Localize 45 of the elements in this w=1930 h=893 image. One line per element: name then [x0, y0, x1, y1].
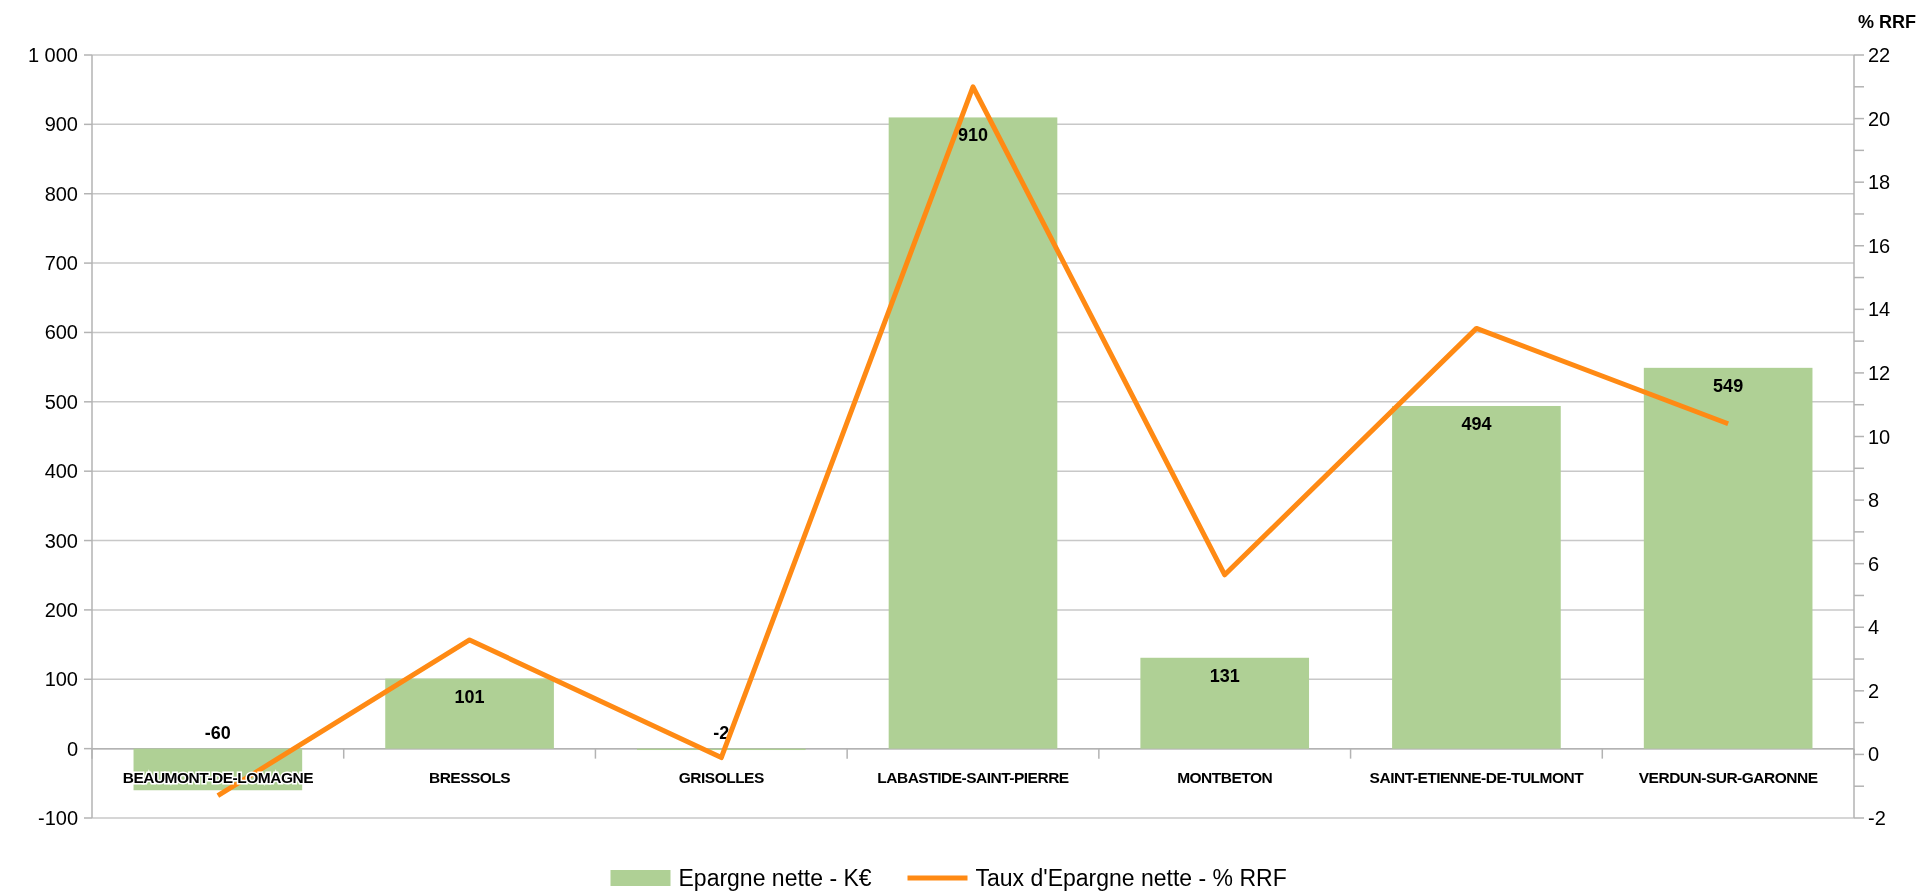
y-tick-label: 900: [44, 113, 78, 136]
bar: [385, 678, 554, 749]
legend-label: Epargne nette - K€: [678, 865, 872, 891]
y2-tick-label: 8: [1868, 489, 1880, 512]
y2-tick-label: 16: [1868, 234, 1891, 257]
y-tick-label: 700: [44, 252, 78, 275]
y2-tick-label: 20: [1868, 107, 1891, 130]
y-tick-label: 300: [44, 529, 78, 552]
y2-axis-title: % RRF: [1858, 12, 1916, 32]
x-tick-label: VERDUN-SUR-GARONNE: [1638, 768, 1818, 786]
y-tick-label: 0: [66, 737, 78, 760]
data-label: 101: [454, 686, 485, 707]
y2-tick-label: 0: [1868, 743, 1880, 766]
y2-tick-label: 14: [1868, 298, 1891, 321]
y-tick-label: 500: [44, 390, 78, 413]
x-tick-label: LABASTIDE-SAINT-PIERRE: [877, 768, 1069, 786]
x-tick-label: MONTBETON: [1177, 768, 1273, 786]
y2-tick-label: 18: [1868, 171, 1891, 194]
legend-label: Taux d'Epargne nette - % RRF: [975, 865, 1287, 891]
y2-tick-label: 12: [1868, 361, 1891, 384]
bar: [888, 117, 1058, 749]
data-label: 549: [1713, 375, 1744, 396]
data-label: -60: [204, 722, 231, 743]
x-tick-label: GRISOLLES: [678, 768, 764, 786]
y-tick-label: -100: [37, 807, 78, 829]
y-tick-label: 100: [44, 668, 78, 691]
data-label: 494: [1461, 413, 1492, 434]
data-label: 131: [1209, 665, 1240, 686]
y-tick-label: 600: [44, 321, 78, 344]
y-tick-label: 200: [44, 598, 78, 621]
y-tick-label: 400: [44, 460, 78, 483]
y2-tick-label: 4: [1868, 616, 1880, 639]
y2-tick-label: 2: [1868, 679, 1880, 702]
x-tick-label: SAINT-ETIENNE-DE-TULMONT: [1369, 768, 1585, 786]
y-tick-label: 1 000: [27, 44, 78, 66]
x-tick-label: BRESSOLS: [428, 768, 511, 786]
y2-tick-label: 6: [1868, 552, 1880, 575]
y2-tick-label: 10: [1868, 425, 1891, 448]
y-tick-label: 800: [44, 182, 78, 205]
y2-tick-label: -2: [1868, 807, 1886, 829]
y2-tick-label: 22: [1868, 44, 1891, 66]
data-label: 910: [957, 125, 989, 146]
bar: [1140, 657, 1310, 749]
bar: [1392, 405, 1561, 749]
bar: [1643, 367, 1813, 749]
